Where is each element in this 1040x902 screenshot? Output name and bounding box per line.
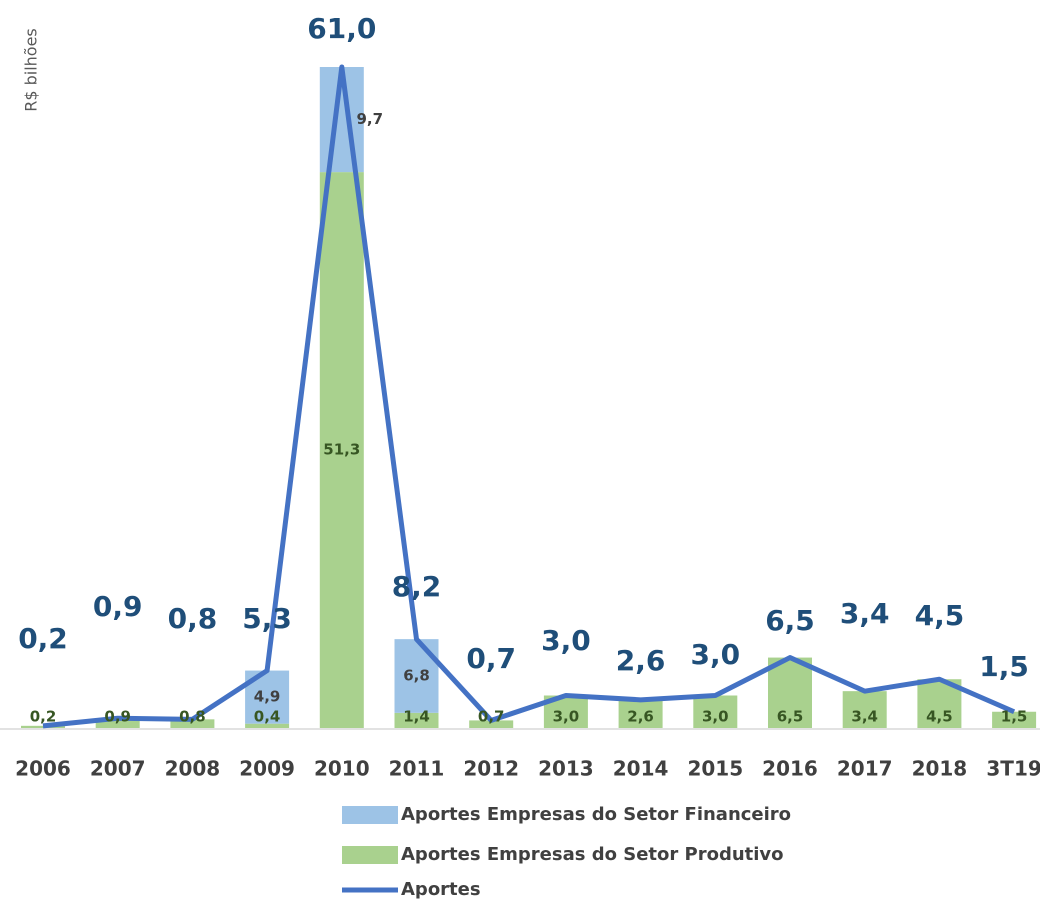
bar-value-label: 0,2 bbox=[30, 708, 57, 726]
bar-segment bbox=[992, 711, 1037, 728]
total-value-label: 3,4 bbox=[840, 597, 890, 630]
bar-value-label: 0,7 bbox=[478, 708, 505, 726]
legend-swatch bbox=[342, 806, 398, 824]
bar-segment bbox=[768, 657, 812, 728]
total-line bbox=[42, 64, 1016, 729]
bar-segment bbox=[319, 172, 364, 728]
bar-segment bbox=[170, 719, 215, 728]
x-tick-label: 2012 bbox=[463, 757, 519, 781]
x-tick-label: 2008 bbox=[165, 757, 221, 781]
x-tick-label: 2010 bbox=[314, 757, 370, 781]
legend-swatch bbox=[342, 846, 398, 864]
bar-segment bbox=[394, 712, 439, 728]
bar-value-label: 1,5 bbox=[1001, 708, 1028, 726]
x-tick-label: 2014 bbox=[613, 757, 669, 781]
bar-segment bbox=[245, 723, 290, 728]
bar-value-label: 6,5 bbox=[777, 708, 804, 726]
bar-segment bbox=[618, 699, 663, 728]
total-value-label: 1,5 bbox=[979, 650, 1029, 683]
bar-value-label: 6,8 bbox=[403, 666, 430, 684]
legend-label: Aportes Empresas do Setor Financeiro bbox=[401, 804, 791, 825]
bar-value-label: 2,6 bbox=[627, 708, 654, 726]
bar-value-label: 1,4 bbox=[403, 708, 430, 726]
total-value-label: 0,7 bbox=[466, 642, 516, 675]
x-tick-label: 2016 bbox=[762, 757, 818, 781]
bar-segment bbox=[95, 718, 140, 728]
x-tick-label: 2007 bbox=[90, 757, 146, 781]
x-tick-label: 2013 bbox=[538, 757, 594, 781]
bar-value-label: 3,0 bbox=[553, 708, 580, 726]
x-tick-label: 2009 bbox=[239, 757, 295, 781]
total-value-label: 3,0 bbox=[541, 624, 591, 657]
bar-value-label: 4,5 bbox=[926, 708, 953, 726]
legend-label: Aportes Empresas do Setor Produtivo bbox=[401, 844, 784, 865]
total-value-label: 4,5 bbox=[915, 599, 965, 632]
bar-value-label: 51,3 bbox=[323, 441, 360, 459]
total-value-label: 5,3 bbox=[242, 602, 292, 635]
bar-value-label: 0,4 bbox=[254, 708, 281, 726]
bar-value-label: 9,7 bbox=[357, 110, 384, 128]
total-value-label: 3,0 bbox=[690, 638, 740, 671]
x-tick-label: 2015 bbox=[687, 757, 743, 781]
total-value-label: 0,2 bbox=[18, 622, 68, 655]
bar-segment bbox=[21, 725, 65, 728]
bar-segment bbox=[842, 691, 887, 728]
total-value-label: 6,5 bbox=[765, 604, 815, 637]
bar-value-label: 0,8 bbox=[179, 708, 206, 726]
total-value-label: 2,6 bbox=[616, 644, 666, 677]
total-value-label: 8,2 bbox=[392, 570, 442, 603]
x-tick-label: 2018 bbox=[912, 757, 968, 781]
bar-segment bbox=[469, 720, 514, 728]
legend-label: Aportes bbox=[401, 879, 481, 900]
bar-segment bbox=[693, 695, 738, 728]
y-axis-label: R$ bilhões bbox=[22, 28, 41, 112]
bar-value-label: 4,9 bbox=[254, 688, 281, 706]
x-tick-label: 2006 bbox=[15, 757, 71, 781]
total-value-label: 0,9 bbox=[93, 590, 143, 623]
x-tick-label: 3T19 bbox=[986, 757, 1040, 781]
bar-value-label: 3,0 bbox=[702, 708, 729, 726]
total-value-label: 0,8 bbox=[168, 602, 218, 635]
total-value-label: 61,0 bbox=[307, 12, 376, 45]
bar-value-label: 3,4 bbox=[851, 708, 878, 726]
x-tick-label: 2017 bbox=[837, 757, 893, 781]
bar-value-label: 0,9 bbox=[104, 708, 131, 726]
x-tick-label: 2011 bbox=[389, 757, 445, 781]
